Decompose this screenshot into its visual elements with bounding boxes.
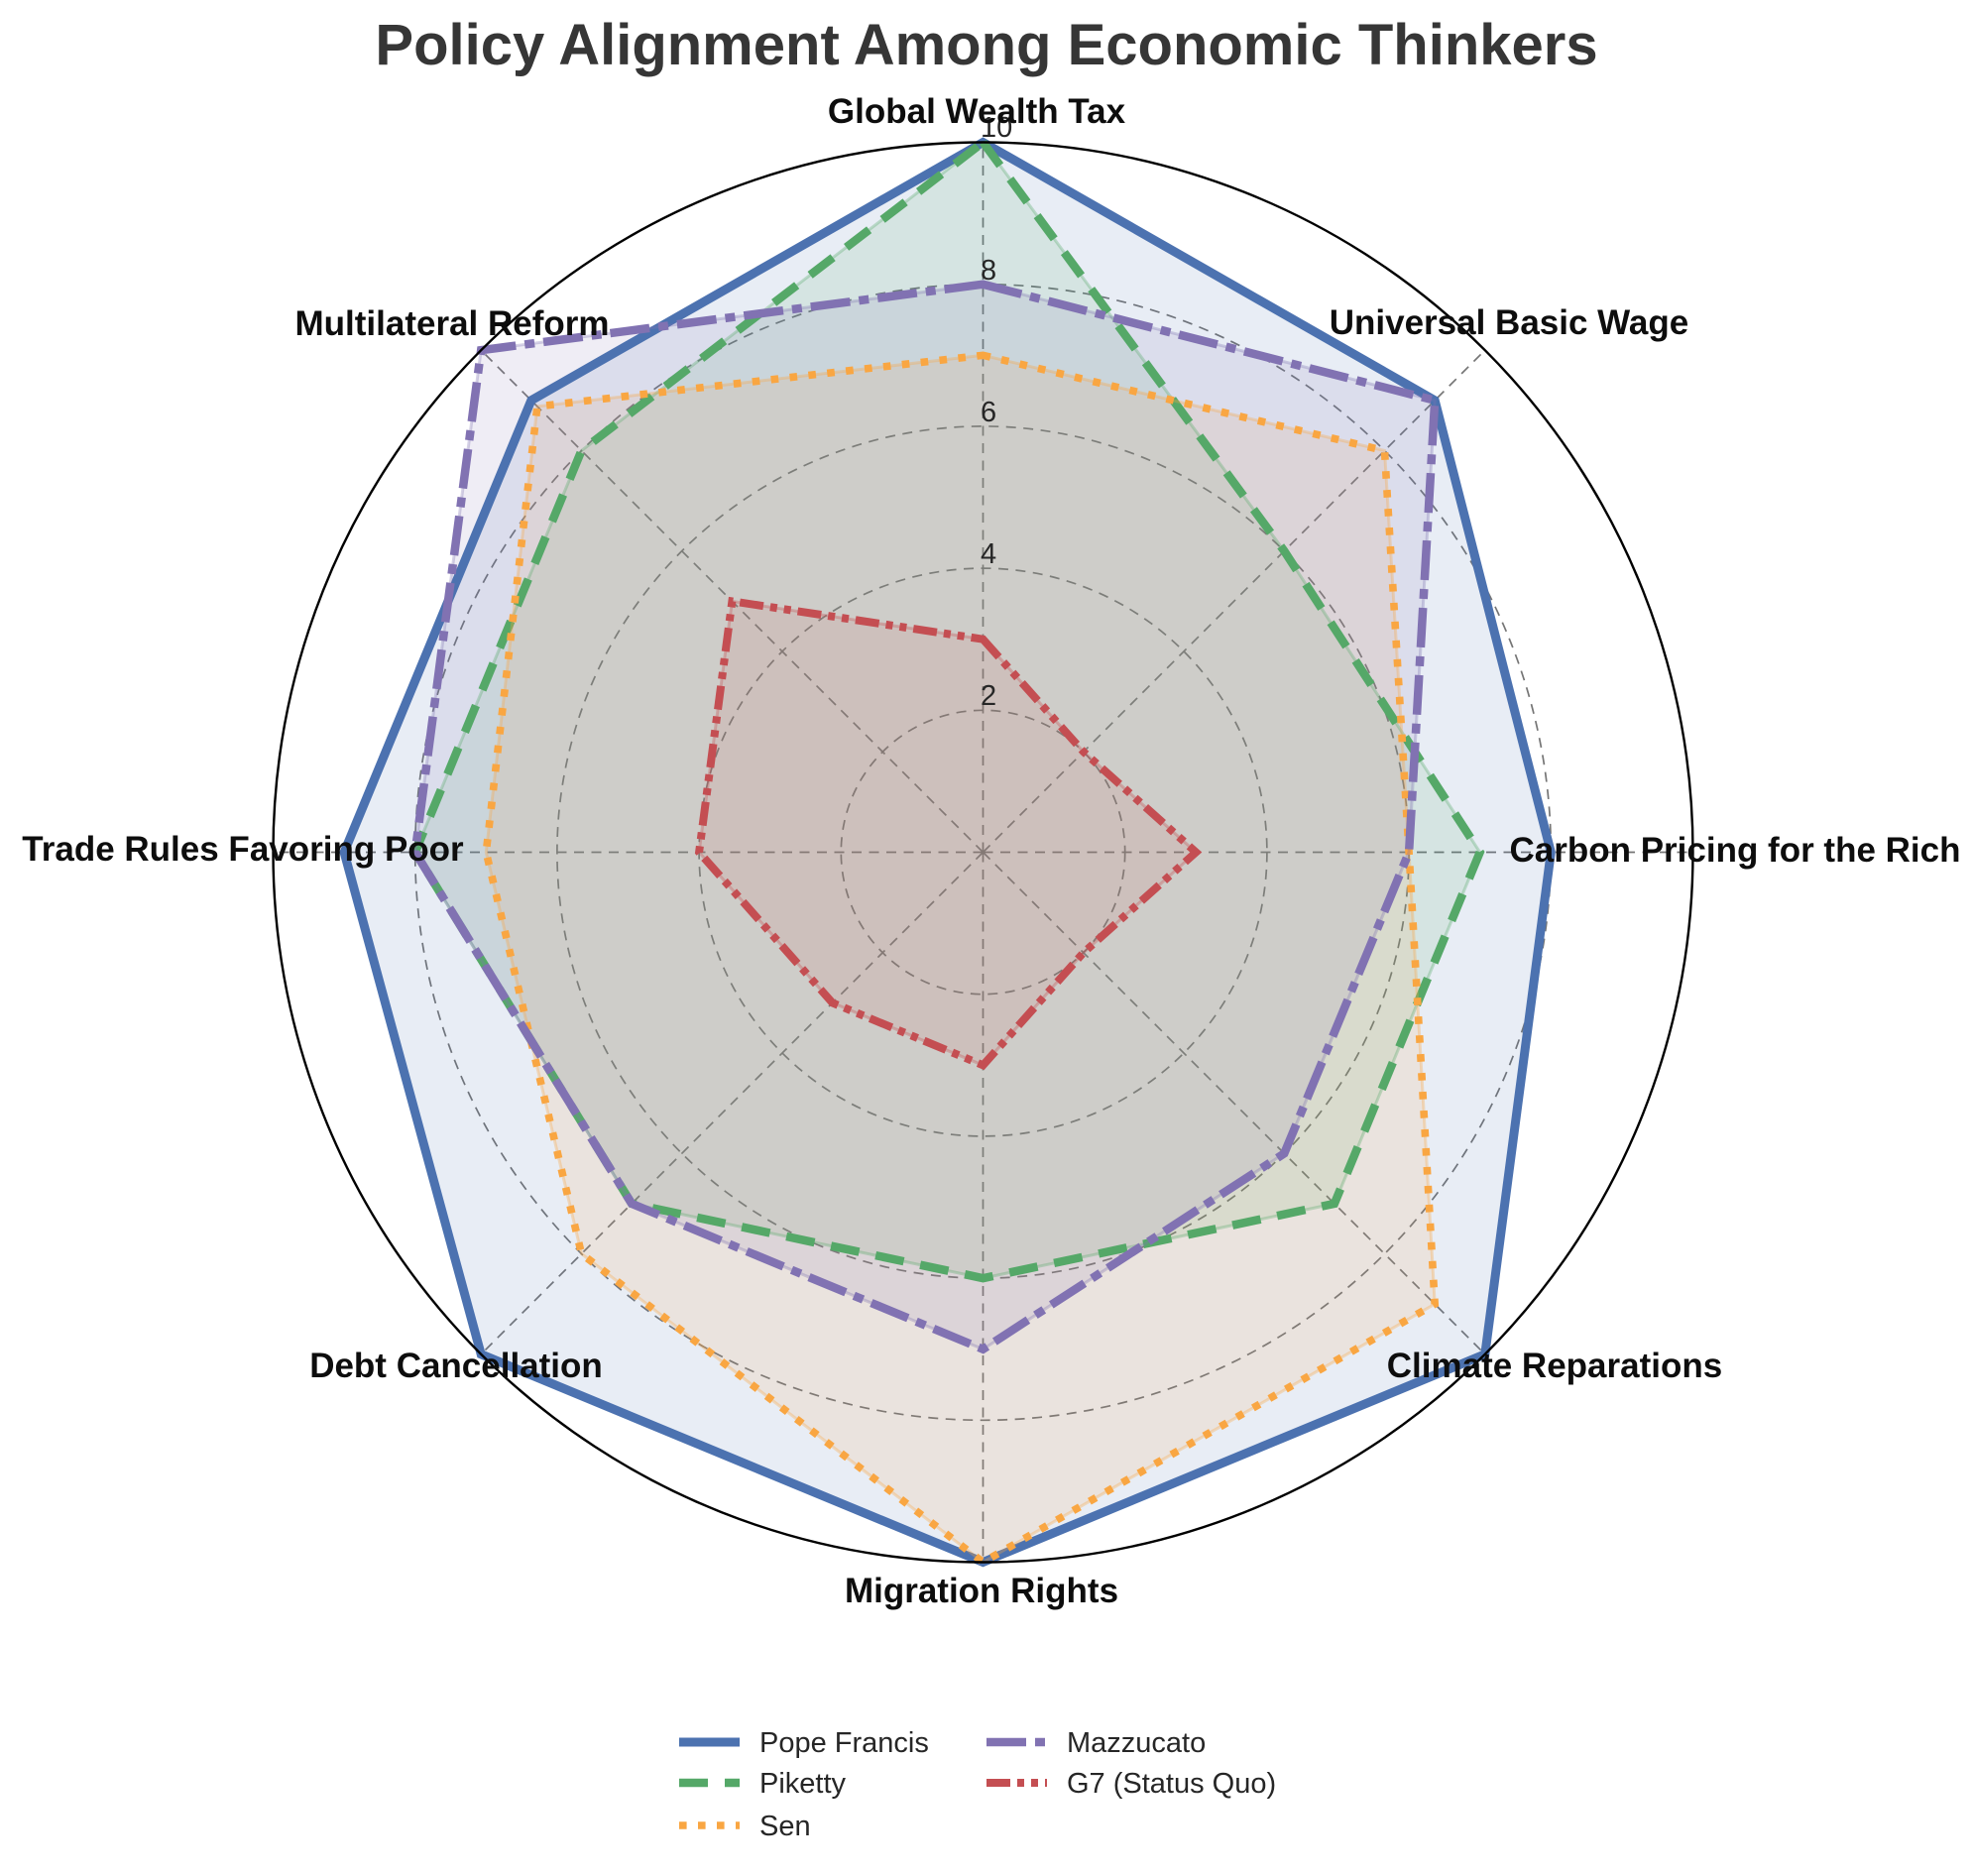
svg-text:Universal Basic Wage: Universal Basic Wage — [1330, 303, 1688, 342]
svg-text:8: 8 — [981, 255, 996, 287]
svg-text:Sen: Sen — [759, 1811, 811, 1842]
svg-text:Mazzucato: Mazzucato — [1067, 1727, 1206, 1759]
svg-text:Trade Rules Favoring Poor: Trade Rules Favoring Poor — [22, 830, 464, 869]
svg-text:10: 10 — [981, 112, 1012, 144]
svg-text:4: 4 — [981, 538, 996, 570]
svg-text:Piketty: Piketty — [759, 1768, 847, 1800]
svg-text:Climate Reparations: Climate Reparations — [1387, 1347, 1722, 1385]
svg-text:Migration Rights: Migration Rights — [845, 1572, 1118, 1610]
svg-text:Global Wealth Tax: Global Wealth Tax — [828, 92, 1126, 131]
svg-text:2: 2 — [981, 680, 996, 712]
svg-text:Multilateral Reform: Multilateral Reform — [295, 304, 610, 343]
svg-text:Carbon Pricing for the Rich: Carbon Pricing for the Rich — [1509, 831, 1960, 870]
svg-text:Debt Cancellation: Debt Cancellation — [309, 1347, 603, 1385]
svg-text:Pope Francis: Pope Francis — [759, 1727, 929, 1759]
svg-text:6: 6 — [981, 397, 996, 428]
svg-text:Policy Alignment Among Economi: Policy Alignment Among Economic Thinkers — [375, 13, 1597, 77]
svg-text:G7 (Status Quo): G7 (Status Quo) — [1067, 1768, 1276, 1800]
